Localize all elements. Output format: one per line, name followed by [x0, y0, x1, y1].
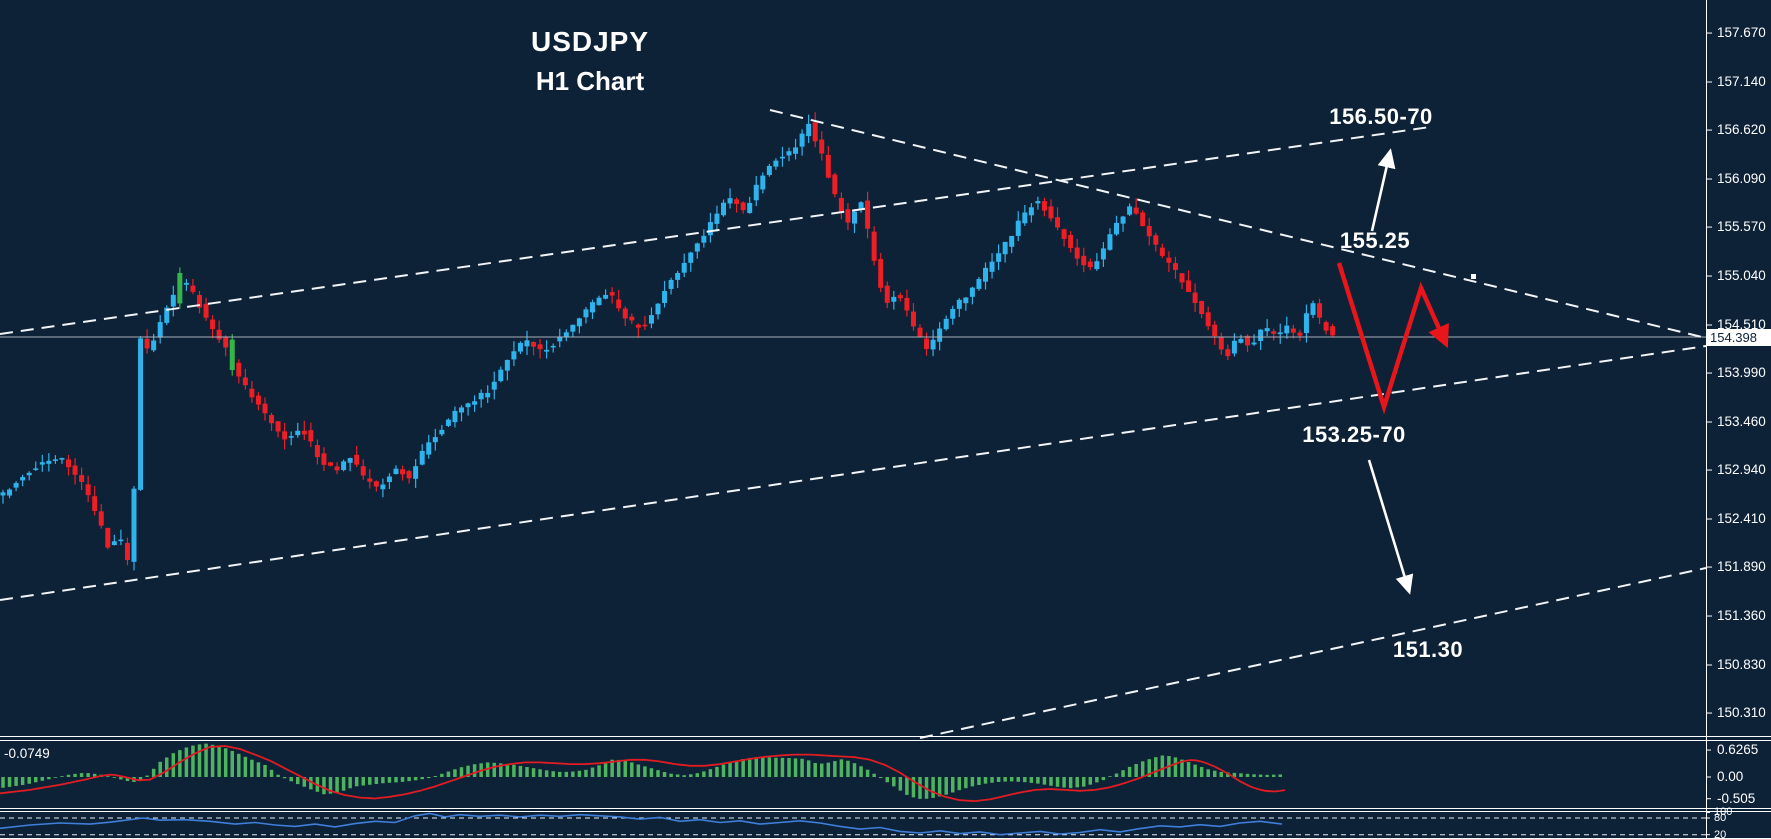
annotation-lower-target[interactable]: 151.30 [1392, 637, 1464, 662]
axis-tick-label: -0.505 [1717, 790, 1756, 806]
axis-tick-label: 150.310 [1717, 705, 1766, 721]
macd-signal-line [0, 745, 1286, 803]
annotation-resistance[interactable]: 155.25 [1339, 228, 1411, 253]
axis-tick-label: 157.670 [1717, 25, 1766, 41]
stochastic-indicator [0, 812, 1708, 836]
chart-symbol-title: USDJPY [530, 26, 650, 57]
axis-tick-label: 156.090 [1717, 171, 1766, 187]
projection-arrows[interactable] [1367, 148, 1414, 595]
current-price-value: 154.398 [1710, 330, 1757, 345]
chart-title-block: USDJPY H1 Chart [455, 26, 725, 97]
current-price-box: 154.398 [1707, 329, 1771, 346]
chart-timeframe-title: H1 Chart [535, 66, 645, 96]
axis-tick-label: 150.830 [1717, 656, 1766, 672]
axis-tick-label: 152.410 [1717, 511, 1766, 527]
red-zigzag-projection[interactable] [1336, 262, 1449, 415]
macd-indicator [0, 743, 1286, 803]
axis-tick-label: 156.620 [1717, 122, 1766, 138]
trendline-lower-rising-support[interactable] [919, 567, 1707, 739]
axis-tick-label: 155.040 [1717, 268, 1766, 284]
arrow-up-target[interactable] [1370, 148, 1396, 232]
axis-tick-label: 155.570 [1717, 219, 1766, 235]
trendlines[interactable] [0, 109, 1707, 739]
axis-tick-label: 154.510 [1717, 317, 1766, 332]
axis-tick-label: 0.6265 [1717, 742, 1759, 758]
axis-tick-label: 80 [1714, 812, 1727, 824]
axis-tick-label: 0.00 [1717, 769, 1744, 784]
macd-current-value: -0.0749 [4, 746, 50, 761]
arrow-down-target[interactable] [1367, 459, 1414, 595]
axis-tick-label: 100 [1714, 806, 1733, 819]
candlestick-series [0, 112, 1336, 571]
axis-tick-label: 153.990 [1717, 365, 1766, 381]
axis-tick-label: 152.940 [1717, 462, 1766, 478]
annotation-support-zone[interactable]: 153.25-70 [1302, 422, 1406, 447]
axis-tick-label: 151.890 [1717, 559, 1766, 575]
trendline-mid-rising-support[interactable] [0, 345, 1707, 601]
trendline-upper-rising-resistance[interactable] [0, 126, 1431, 335]
axis-tick-label: 20 [1714, 828, 1727, 839]
axis-tick-label: 157.140 [1717, 74, 1766, 89]
stoch-main-line [0, 812, 1283, 836]
axis-tick-label: 151.360 [1717, 608, 1766, 624]
annotation-upper-target[interactable]: 156.50-70 [1329, 104, 1433, 129]
axis-tick-label: 153.460 [1717, 414, 1766, 429]
trendline-handle-dot[interactable] [1471, 274, 1476, 279]
trendline-falling-resistance[interactable] [769, 109, 1707, 339]
